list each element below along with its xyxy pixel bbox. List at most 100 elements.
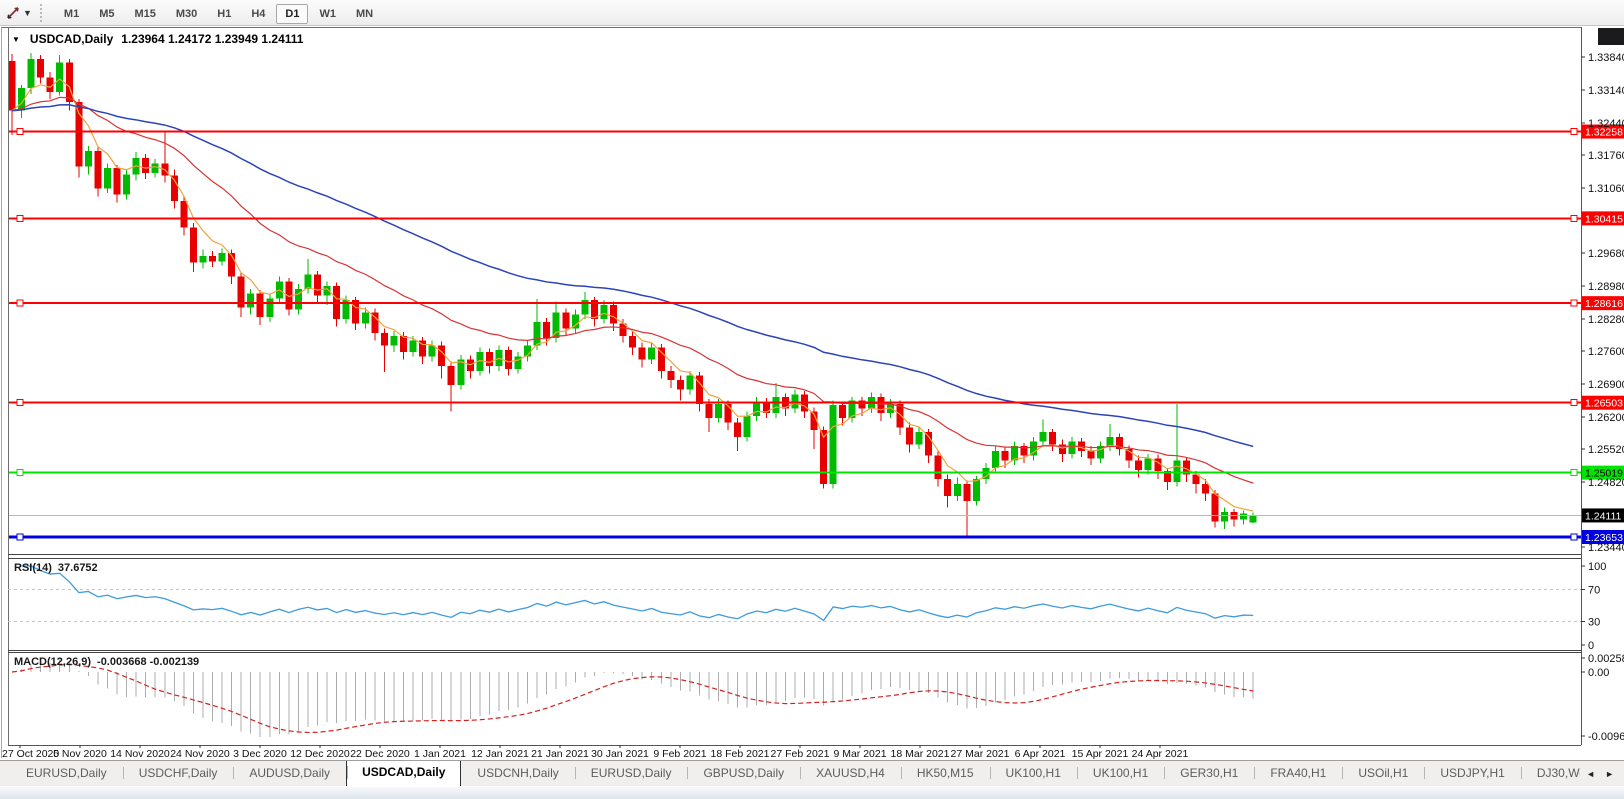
date-axis-label: 24 Nov 2020 [170, 748, 230, 760]
timeframe-button-w1[interactable]: W1 [319, 7, 336, 20]
hline-handle[interactable] [1570, 469, 1578, 477]
hline-price-label [1582, 124, 1624, 139]
tab-usdchf-daily[interactable]: USDCHF,Daily [122, 761, 234, 786]
macd-values: -0.003668 -0.002139 [97, 656, 200, 668]
tab-uk100-h1[interactable]: UK100,H1 [1076, 761, 1164, 786]
date-axis-label: 21 Jan 2021 [531, 748, 589, 760]
date-axis-label: 27 Oct 2020 [2, 748, 59, 760]
hline-handle[interactable] [1570, 299, 1578, 307]
date-axis-label: 18 Mar 2021 [891, 748, 950, 760]
diagonal-arrows-icon [6, 7, 19, 19]
tab-uk100-h1[interactable]: UK100,H1 [989, 761, 1077, 786]
price-axis-tick: 1.28280 [1588, 314, 1624, 326]
tab-usdcnh-daily[interactable]: USDCNH,Daily [477, 766, 559, 780]
price-axis-tick: 1.33140 [1588, 85, 1624, 97]
tab-gbpusd-daily[interactable]: GBPUSD,Daily [687, 761, 800, 786]
hline-price-label [1582, 296, 1624, 311]
toolbar-separator [39, 3, 46, 22]
rsi-axis-tick: 100 [1588, 561, 1606, 573]
tab-ger30-h1[interactable]: GER30,H1 [1164, 761, 1254, 786]
timeframe-toolbar: M1 M5 M15 M30 H1 H4 D1 W1 MN [54, 3, 383, 24]
toolbar-dropdown-caret-icon[interactable]: ▼ [23, 7, 32, 18]
hline-handle[interactable] [16, 128, 24, 136]
hline-handle[interactable] [1570, 399, 1578, 407]
tab-scroll-right-icon[interactable]: ► [1605, 768, 1614, 779]
rsi-value: 37.6752 [57, 562, 98, 574]
hline-handle[interactable] [16, 214, 24, 222]
price-axis-tick: 1.26200 [1588, 412, 1624, 424]
rsi-axis-tick: 0 [1588, 640, 1594, 652]
crosshair-tool-icon[interactable] [4, 4, 22, 22]
hline-handle[interactable] [1570, 128, 1578, 136]
hline-price-text: 1.23653 [1585, 532, 1623, 544]
tab-eurusd-daily[interactable]: EURUSD,Daily [574, 761, 688, 786]
tab-audusd-daily[interactable]: AUDUSD,Daily [233, 761, 346, 786]
toolbar: ▼ M1 M5 M15 M30 H1 H4 D1 W1 MN [0, 0, 1624, 26]
chart-window[interactable]: 1.32258 1.30415 1.28616 1.26503 1.25019 1.236… [0, 26, 1624, 760]
tab-usdcad-daily[interactable]: USDCAD,Daily [346, 761, 462, 786]
timeframe-button-h1[interactable]: H1 [217, 7, 232, 20]
tab-scroll-left-icon[interactable]: ◄ [1586, 768, 1596, 779]
price-axis-tick: 1.33840 [1588, 52, 1624, 64]
hline-price-text: 1.25019 [1585, 468, 1623, 480]
date-axis-label: 18 Feb 2021 [711, 748, 770, 760]
price-axis-tick: 1.28980 [1588, 281, 1624, 293]
hline-price-text: 1.30415 [1585, 213, 1623, 225]
candlestick-series [8, 53, 1257, 536]
timeframe-button-h4[interactable]: H4 [251, 7, 266, 20]
moving-average-slow [11, 104, 1254, 448]
timeframe-button-m15[interactable]: M15 [134, 7, 156, 20]
moving-average-mid [11, 96, 1254, 484]
macd-axis-tick: 0.00258 [1588, 653, 1624, 665]
hline-price-text: 1.28616 [1585, 298, 1623, 310]
status-strip [0, 786, 1624, 799]
price-axis-tick: 1.29680 [1588, 248, 1624, 260]
timeframe-button-d1[interactable]: D1 [276, 3, 309, 24]
tab-hk50-m15[interactable]: HK50,M15 [900, 761, 990, 786]
tab-dj30-weekly[interactable]: DJ30,Weekly [1520, 761, 1580, 786]
macd-histogram [21, 659, 1254, 737]
price-axis-tick: 1.27600 [1588, 346, 1624, 358]
rsi-axis-tick: 70 [1588, 585, 1600, 597]
hline-price-label [1582, 211, 1624, 226]
tab-fra40-h1[interactable]: FRA40,H1 [1254, 761, 1342, 786]
rsi-indicator-label: RSI(14) 37.6752 [14, 562, 98, 574]
date-axis-label: 27 Mar 2021 [951, 748, 1010, 760]
chart-corner-box [1598, 28, 1624, 45]
rsi-line [21, 565, 1254, 622]
tab-eurusd-daily[interactable]: EURUSD,Daily [26, 766, 107, 780]
date-axis-label: 9 Feb 2021 [653, 748, 706, 760]
hline-price-label [1582, 465, 1624, 480]
date-axis-label: 5 Nov 2020 [53, 748, 107, 760]
tab-xauusd-h4[interactable]: XAUUSD,H4 [800, 761, 901, 786]
current-price-label [1582, 508, 1624, 523]
hline-handle[interactable] [16, 399, 24, 407]
hline-handle[interactable] [1570, 533, 1578, 541]
timeframe-button-m30[interactable]: M30 [175, 7, 198, 20]
chart-tab-bar: EURUSD,Daily USDCHF,Daily AUDUSD,Daily USDC… [0, 760, 1624, 786]
macd-axis-tick: 0.00 [1588, 667, 1609, 679]
date-axis-label: 27 Feb 2021 [771, 748, 830, 760]
timeframe-button-m1[interactable]: M1 [63, 7, 80, 20]
date-axis-label: 6 Apr 2021 [1015, 748, 1066, 760]
hline-handle[interactable] [16, 469, 24, 477]
tab-usdjpy-h1[interactable]: USDJPY,H1 [1424, 761, 1520, 786]
date-axis-label: 14 Nov 2020 [110, 748, 170, 760]
price-axis-tick: 1.32440 [1588, 118, 1624, 130]
tab-usoil-h1[interactable]: USOil,H1 [1342, 761, 1424, 786]
timeframe-button-mn[interactable]: MN [355, 7, 374, 20]
price-chart-canvas[interactable]: 1.32258 1.30415 1.28616 1.26503 1.25019 1.236… [0, 26, 1624, 760]
hline-handle[interactable] [1570, 214, 1578, 222]
rsi-axis-tick: 30 [1588, 616, 1600, 628]
timeframe-button-m5[interactable]: M5 [99, 7, 115, 20]
date-axis-label: 24 Apr 2021 [1132, 748, 1189, 760]
hline-handle[interactable] [16, 533, 24, 541]
hline-handle[interactable] [16, 299, 24, 307]
hline-price-label [1582, 530, 1624, 545]
chart-tabs: EURUSD,Daily USDCHF,Daily AUDUSD,Daily USDC… [0, 761, 1580, 786]
chart-title: ▼ USDCAD,Daily 1.23964 1.24172 1.23949 1… [12, 32, 303, 46]
macd-name: MACD(12,26,9) [14, 656, 92, 668]
price-axis-tick: 1.31060 [1588, 183, 1624, 195]
collapse-arrow-icon[interactable]: ▼ [12, 34, 20, 44]
